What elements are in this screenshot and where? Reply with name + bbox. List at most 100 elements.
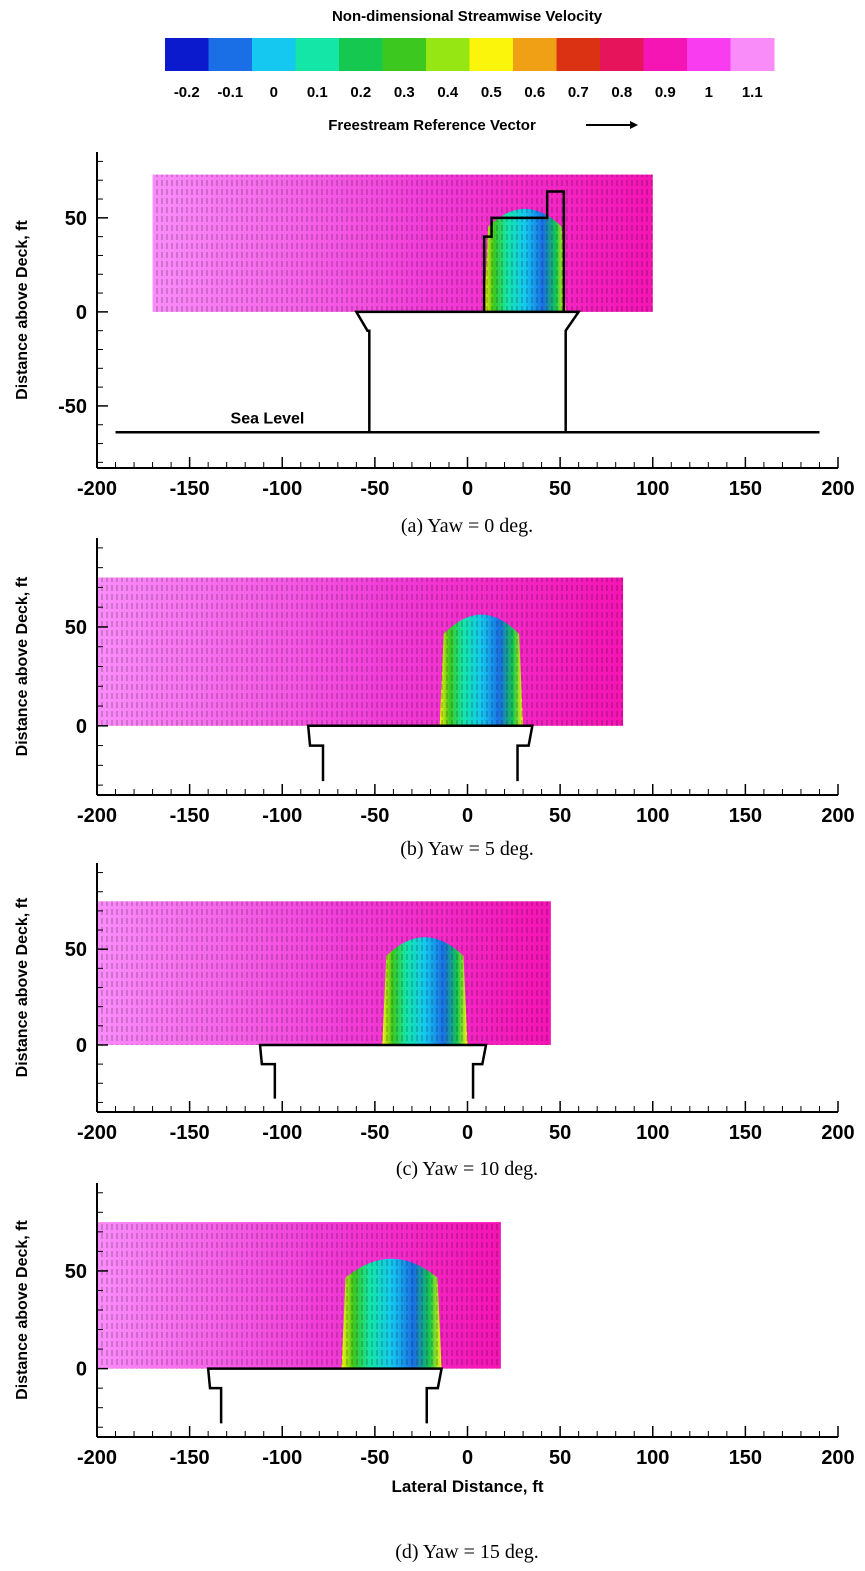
x-tick-label: -200 [77,478,117,500]
x-tick-label: -200 [77,805,117,827]
x-tick-label: 100 [636,478,669,500]
x-tick-label: -100 [262,1447,302,1469]
x-tick-label: -50 [360,805,389,827]
chart-panel-d: -200 -150 -100 -50 0 50 100 150 200 50 0 Distance a… [14,1183,855,1563]
x-tick-label: 50 [549,805,571,827]
x-tick-label: 150 [729,805,762,827]
x-tick-label: 0 [462,478,473,500]
x-tick-label: -150 [170,805,210,827]
colorbar-level-label: 0.9 [655,84,676,101]
x-tick-label: 100 [636,1122,669,1144]
colorbar-level-labels: -0.2 -0.1 0 0.1 0.2 0.3 0.4 0.5 0.6 0.7 0.8 0.9 1 1.1 [174,84,763,101]
colorbar-swatch [730,38,775,71]
x-tick-label: 150 [729,1447,762,1469]
colorbar-swatch [208,38,253,71]
y-axis-label: Distance above Deck, ft [14,220,31,400]
colorbar-title: Non-dimensional Streamwise Velocity [332,8,603,25]
colorbar-level-label: 0.7 [568,84,589,101]
colorbar-swatch [513,38,557,71]
x-tick-label: 50 [549,1447,571,1469]
x-tick-label: 200 [821,805,854,827]
x-tick-label: -200 [77,1122,117,1144]
x-tick-label: 50 [549,478,571,500]
y-tick-label: 50 [65,1261,87,1283]
panel-caption: (c) Yaw = 10 deg. [396,1158,538,1180]
x-tick-label: -100 [262,805,302,827]
x-axis-label: Lateral Distance, ft [391,1477,543,1496]
colorbar-level-label: 0.2 [350,84,371,101]
colorbar-level-label: 0 [270,84,278,101]
colorbar-swatch [600,38,644,71]
y-tick-label: -50 [58,396,87,418]
colorbar-level-label: 0.3 [394,84,415,101]
y-tick-label: 0 [76,1035,87,1057]
chart-panel-b: -200 -150 -100 -50 0 50 100 150 200 50 0 Distance a… [14,538,855,860]
chart-panels: -200 -150 -100 -50 0 50 100 150 200 50 0 -50 Distanc… [14,152,855,1563]
colorbar-swatch [426,38,470,71]
deck-profile [206,1367,444,1424]
panel-caption: (b) Yaw = 5 deg. [400,838,534,860]
x-tick-label: -50 [360,478,389,500]
x-tick-label: 0 [462,1122,473,1144]
x-tick-label: 0 [462,1447,473,1469]
x-tick-label: -200 [77,1447,117,1469]
colorbar-swatch [556,38,601,71]
colorbar-swatch [252,38,296,71]
x-tick-label: 100 [636,805,669,827]
colorbar-level-label: 0.4 [437,84,459,101]
chart-panel-c: -200 -150 -100 -50 0 50 100 150 200 50 0 Distance a… [14,863,855,1180]
x-tick-label: -50 [360,1122,389,1144]
chart-panel-a: -200 -150 -100 -50 0 50 100 150 200 50 0 -50 Distanc… [14,152,855,537]
reference-vector-arrow [586,121,638,129]
velocity-vector-field [97,901,551,1045]
colorbar-level-label: 1 [705,84,713,101]
colorbar-level-label: 0.5 [481,84,502,101]
deck-profile [306,724,534,782]
x-tick-label: -150 [170,1122,210,1144]
deck-profile [258,1043,488,1099]
panel-caption: (a) Yaw = 0 deg. [401,515,533,537]
velocity-vector-field [97,577,624,726]
colorbar-swatch [382,38,427,71]
y-tick-label: 0 [76,302,87,324]
x-tick-label: 150 [729,478,762,500]
colorbar-level-label: 0.1 [307,84,328,101]
colorbar-swatch [469,38,514,71]
y-axis-label: Distance above Deck, ft [14,897,31,1077]
colorbar-level-label: 1.1 [742,84,763,101]
reference-vector-label: Freestream Reference Vector [328,117,536,134]
colorbar-level-label: -0.2 [174,84,200,101]
x-tick-label: -100 [262,478,302,500]
x-tick-label: 200 [821,1447,854,1469]
x-tick-label: 0 [462,805,473,827]
colorbar-swatch [643,38,688,71]
colorbar-level-label: -0.1 [217,84,243,101]
y-tick-label: 50 [65,208,87,230]
superstructure-outline [482,190,566,312]
colorbar-legend: Non-dimensional Streamwise Velocity -0.2… [165,8,775,134]
y-axis-label: Distance above Deck, ft [14,576,31,756]
deck-profile [354,310,582,433]
colorbar-swatches [165,38,775,71]
colorbar-swatch [687,38,731,71]
colorbar-swatch [339,38,383,71]
sea-level-label: Sea Level [231,410,305,427]
colorbar-swatch [165,38,209,71]
colorbar-level-label: 0.6 [524,84,545,101]
colorbar-level-label: 0.8 [611,84,632,101]
y-tick-label: 0 [76,1359,87,1381]
y-axis-label: Distance above Deck, ft [14,1220,31,1400]
x-tick-label: 50 [549,1122,571,1144]
velocity-vector-field [152,174,653,312]
x-tick-label: 100 [636,1447,669,1469]
colorbar-swatch [295,38,340,71]
x-tick-label: 200 [821,478,854,500]
velocity-vector-field [97,1222,501,1369]
x-tick-label: 200 [821,1122,854,1144]
y-tick-label: 0 [76,716,87,738]
x-tick-label: -100 [262,1122,302,1144]
y-tick-label: 50 [65,939,87,961]
x-tick-label: -50 [360,1447,389,1469]
panel-caption: (d) Yaw = 15 deg. [395,1541,539,1563]
x-tick-label: 150 [729,1122,762,1144]
